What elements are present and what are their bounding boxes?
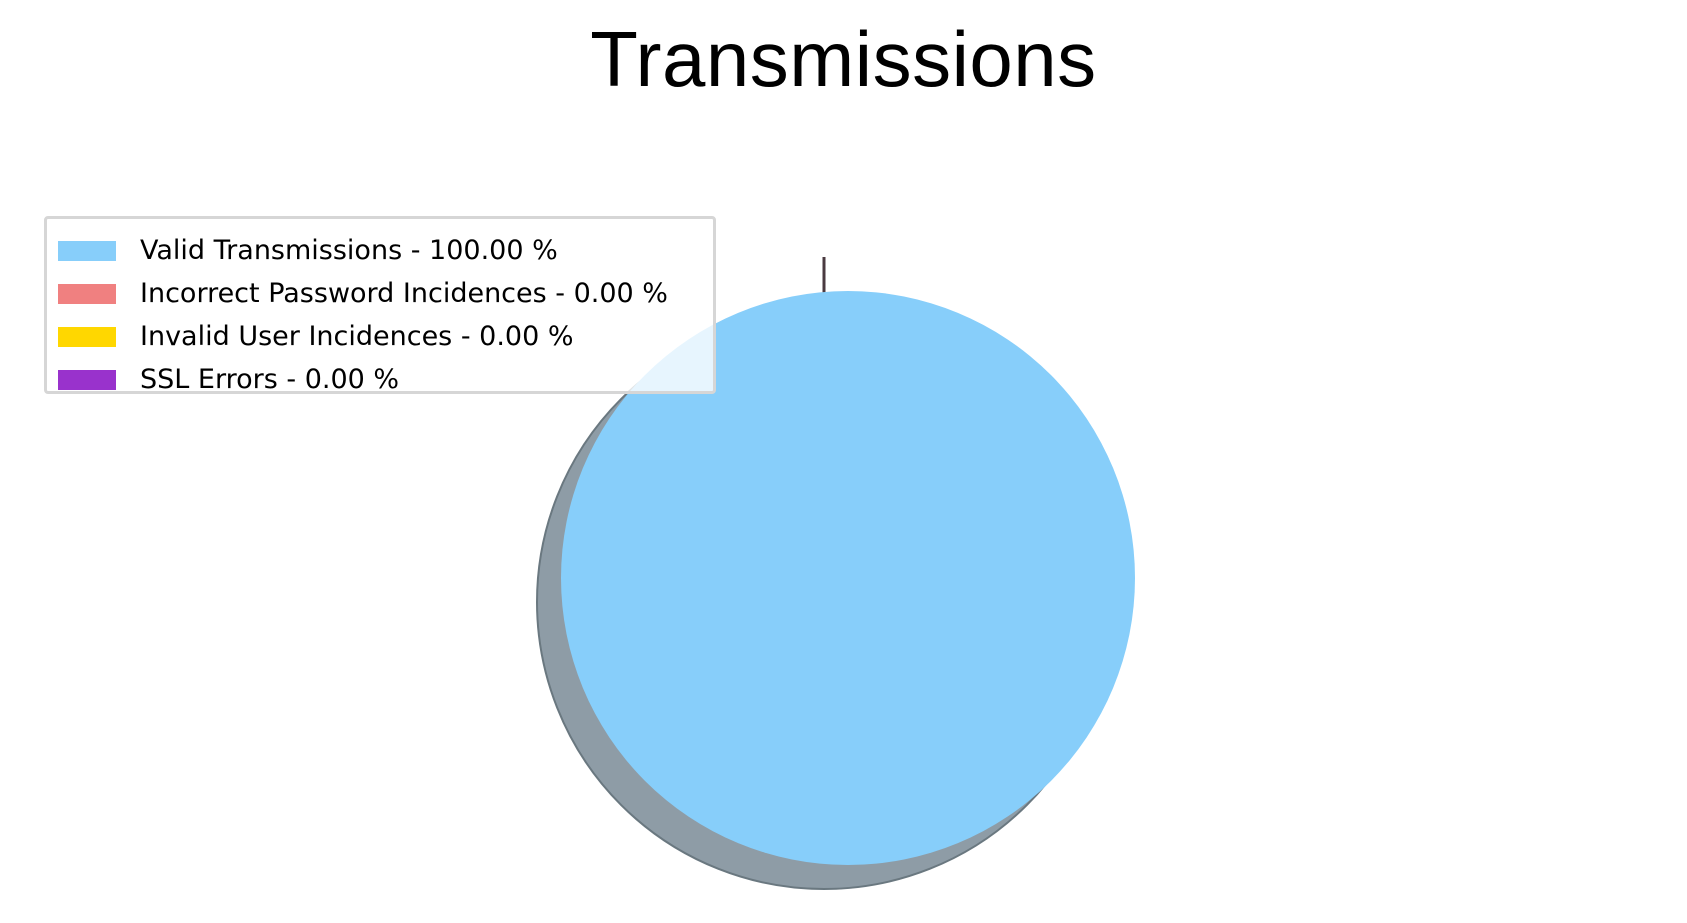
legend-item: Valid Transmissions - 100.00 % [58, 229, 713, 272]
legend-label-ssl-errors: SSL Errors - 0.00 % [140, 364, 400, 395]
legend-swatch-incorrect-password [58, 283, 116, 304]
pie-slice-1 [561, 291, 1135, 865]
legend-label-invalid-user: Invalid User Incidences - 0.00 % [140, 321, 574, 352]
legend-item: Invalid User Incidences - 0.00 % [58, 315, 713, 358]
chart-legend: Valid Transmissions - 100.00 % Incorrect… [44, 216, 716, 395]
legend-label-incorrect-password: Incorrect Password Incidences - 0.00 % [140, 278, 668, 309]
legend-swatch-invalid-user [58, 326, 116, 347]
legend-item: SSL Errors - 0.00 % [58, 358, 713, 401]
chart-title: Transmissions [590, 15, 1097, 103]
legend-swatch-valid [58, 240, 116, 261]
legend-swatch-ssl-errors [58, 369, 116, 390]
pie-slices [561, 291, 1135, 865]
legend-label-valid: Valid Transmissions - 100.00 % [140, 235, 558, 266]
legend-item: Incorrect Password Incidences - 0.00 % [58, 272, 713, 315]
